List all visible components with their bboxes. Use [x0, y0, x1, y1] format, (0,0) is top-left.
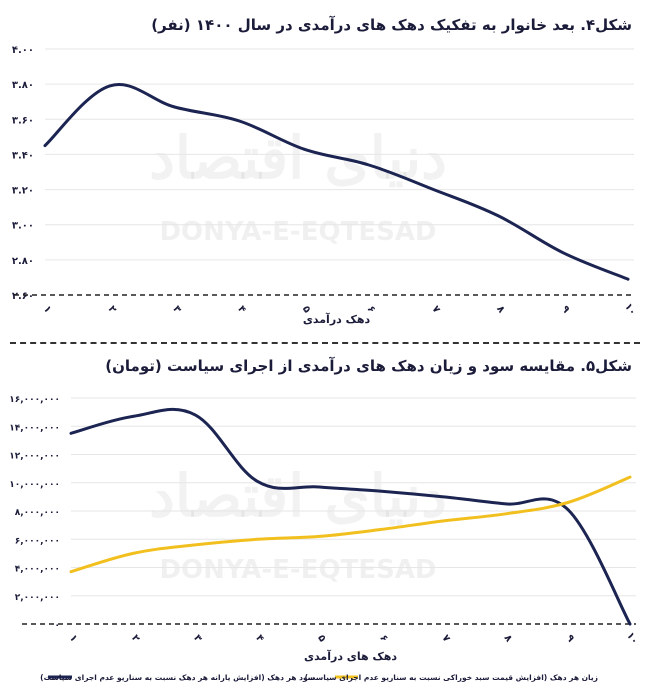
chart2-x-axis-title: دهک های درآمدی: [304, 649, 397, 663]
chart1-ytick-label: ۲.۶۰: [12, 291, 34, 302]
chart1-ytick-label: ۴.۰۰: [12, 45, 34, 56]
chart1-ytick-label: ۳.۴۰: [12, 150, 34, 161]
chart2-ytick-label: ۱۲,۰۰۰,۰۰۰: [9, 452, 60, 462]
chart1-ytick-label: ۳.۲۰: [12, 186, 34, 197]
chart2-xtick-label: ۳: [191, 633, 204, 644]
chart2-xtick-label: ۱: [67, 633, 80, 644]
chart1-xtick-label: ۵: [300, 304, 313, 315]
chart1-xtick-label: ۱: [41, 304, 54, 315]
chart2-ytick-label: ۱۶,۰۰۰,۰۰۰: [9, 395, 60, 405]
chart2-ytick-label: ۸,۰۰۰,۰۰۰: [15, 508, 60, 518]
legend-item-2: زیان هر دهک (افزایش قیمت سبد خوراکی نسبت…: [305, 673, 598, 682]
legend-label: سود هر دهک (افزایش یارانه هر دهک نسبت به…: [40, 673, 315, 682]
chart1-xtick-label: ۸: [494, 304, 507, 315]
chart1-xtick-label: ۶: [365, 304, 378, 315]
chart2-ytick-label: ۰: [55, 621, 61, 631]
chart2-gain-loss: ۰ ۲,۰۰۰,۰۰۰ ۴,۰۰۰,۰۰۰ ۶,۰۰۰,۰۰۰ ۸,۰۰۰,۰۰۰ ۱۰,…: [9, 395, 640, 682]
chart1-xtick-label: ۴: [235, 304, 248, 315]
watermark-fa: دنیای اقتصاد: [149, 462, 447, 530]
chart1-xtick-label: ۹: [559, 304, 572, 315]
chart1-xtick-label: ۱۰: [622, 301, 638, 317]
chart2-series-line-2: [69, 475, 632, 574]
chart2-title: شکل۵. مقایسه سود و زیان دهک های درآمدی ا…: [105, 357, 632, 375]
chart2-ytick-label: ۴,۰۰۰,۰۰۰: [15, 565, 60, 575]
chart2-xtick-label: ۴: [253, 633, 266, 644]
chart1-title: شکل۴. بعد خانوار به تفکیک دهک های درآمدی…: [151, 16, 632, 34]
chart2-xtick-label: ۱۰: [624, 630, 640, 646]
chart1-ytick-label: ۳.۸۰: [12, 80, 34, 91]
chart2-xtick-label: ۲: [129, 633, 142, 644]
legend-label: زیان هر دهک (افزایش قیمت سبد خوراکی نسبت…: [305, 673, 598, 682]
chart1-ytick-label: ۲.۸۰: [12, 256, 34, 267]
chart1-xtick-label: ۲: [106, 304, 119, 315]
section-divider: [10, 342, 640, 344]
chart1-ytick-label: ۳.۰۰: [12, 221, 34, 232]
chart2-ytick-label: ۱۰,۰۰۰,۰۰۰: [9, 480, 60, 490]
chart2-xtick-label: ۷: [439, 633, 452, 644]
legend-item-1: سود هر دهک (افزایش یارانه هر دهک نسبت به…: [40, 673, 315, 682]
chart2-xtick-label: ۶: [377, 633, 390, 644]
watermark-en: DONYA-E-EQTESAD: [159, 217, 436, 247]
chart2-ytick-label: ۲,۰۰۰,۰۰۰: [15, 593, 60, 603]
chart2-ytick-label: ۱۴,۰۰۰,۰۰۰: [9, 423, 60, 433]
chart2-xtick-label: ۸: [502, 633, 515, 644]
chart1-series-line-1: [43, 83, 630, 281]
chart2-ytick-label: ۶,۰۰۰,۰۰۰: [15, 536, 60, 546]
chart1-xtick-label: ۷: [429, 304, 442, 315]
chart2-xtick-label: ۵: [315, 633, 328, 644]
watermark-en: DONYA-E-EQTESAD: [159, 555, 436, 585]
chart2-series-line-1: [69, 407, 632, 626]
chart1-x-axis-title: دهک درآمدی: [303, 312, 371, 326]
watermark-fa: دنیای اقتصاد: [149, 124, 447, 192]
chart1-xtick-label: ۳: [170, 304, 183, 315]
chart2-xtick-label: ۹: [564, 633, 577, 644]
watermarks: DONYA-E-EQTESAD دنیای اقتصاد DONYA-E-EQTES…: [149, 124, 447, 585]
chart1-ytick-label: ۳.۶۰: [12, 115, 34, 126]
chart1-household-size: ۲.۶۰ ۲.۸۰ ۳.۰۰ ۳.۲۰ ۳.۴۰ ۳.۶۰ ۳.۸۰ ۴.۰۰ ۱ ۲ ۳ ۴ ۵ ۶ ۷ ۸…: [12, 45, 638, 326]
